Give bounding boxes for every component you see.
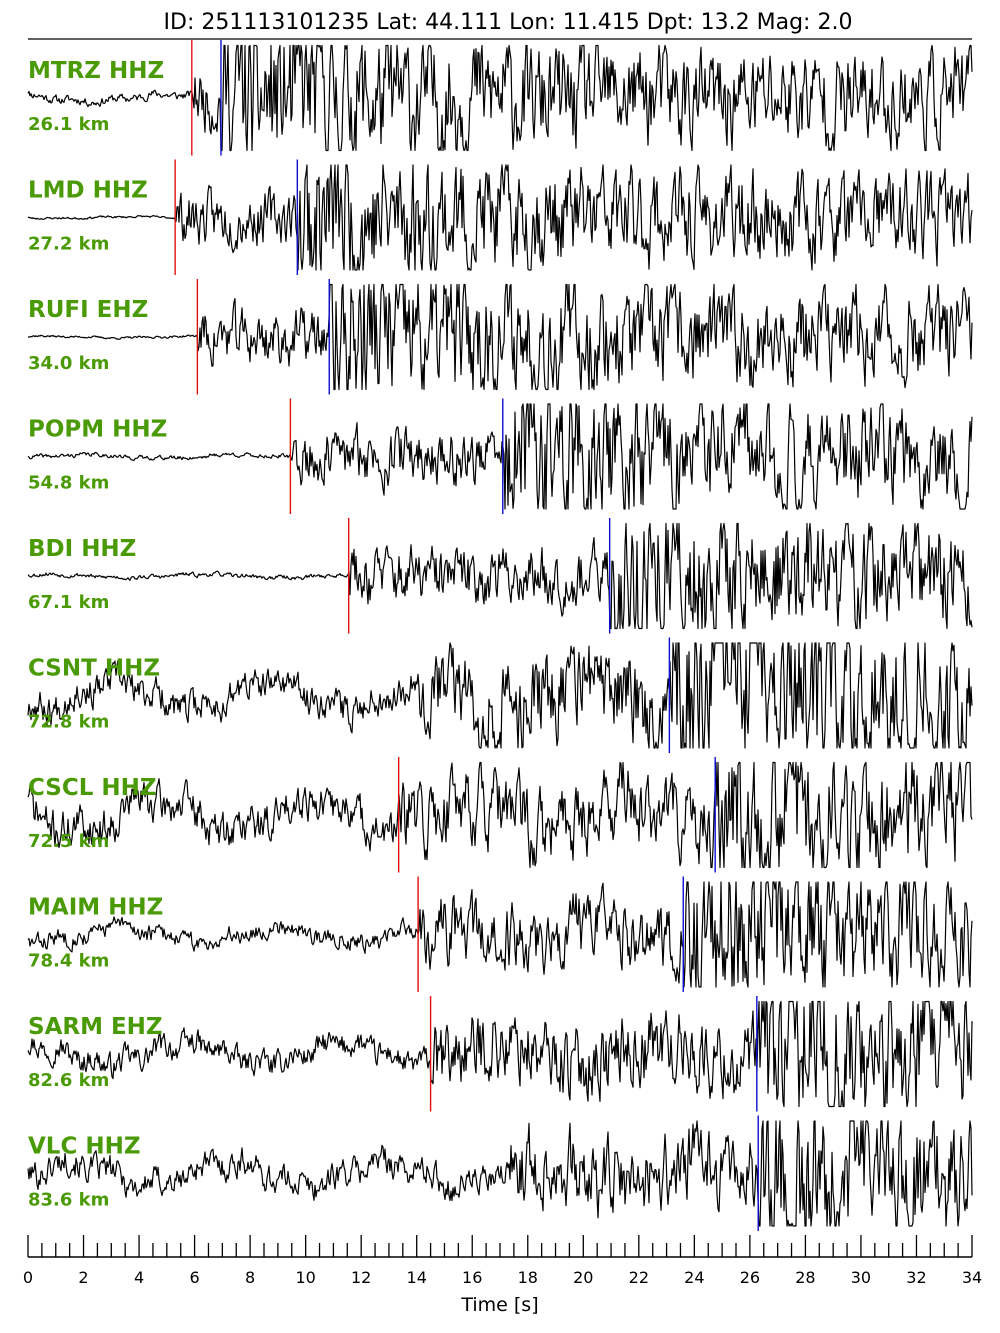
x-tick-label: 28 [795,1268,815,1287]
station-label: CSNT HHZ [28,656,160,682]
station-label: RUFI EHZ [28,297,148,323]
x-tick-label: 10 [295,1268,315,1287]
station-label: BDI HHZ [28,536,136,562]
waveform-trace [27,642,973,749]
x-axis-label: Time [s] [460,1294,538,1316]
trace-row: MAIM HHZ 78.4 km [27,876,973,992]
x-tick-label: 0 [23,1268,33,1287]
waveform-trace [27,1120,973,1227]
x-tick-label: 32 [906,1268,926,1287]
waveform-trace [27,761,973,869]
distance-label: 82.6 km [28,1070,109,1091]
x-tick-label: 20 [573,1268,593,1287]
station-label: LMD HHZ [28,178,148,204]
waveform-trace [27,44,973,152]
station-label: CSCL HHZ [28,775,157,801]
x-tick-label: 34 [962,1268,982,1287]
waveform-trace [27,881,973,988]
trace-row: CSNT HHZ 72.8 km [27,637,973,753]
station-label: MTRZ HHZ [28,58,164,84]
x-tick-label: 14 [407,1268,427,1287]
trace-row: MTRZ HHZ 26.1 km [27,40,973,156]
station-label: POPM HHZ [28,417,167,443]
station-label: VLC HHZ [28,1134,141,1160]
x-tick-label: 18 [518,1268,538,1287]
waveform-trace [27,522,973,630]
distance-label: 83.6 km [28,1190,109,1211]
trace-row: VLC HHZ 83.6 km [27,1115,973,1231]
x-tick-label: 12 [351,1268,371,1287]
trace-row: BDI HHZ 67.1 km [27,518,973,634]
station-label: SARM EHZ [28,1014,163,1040]
station-label: MAIM HHZ [28,895,163,921]
trace-row: RUFI EHZ 34.0 km [28,279,973,395]
x-tick-label: 2 [78,1268,88,1287]
x-tick-label: 6 [189,1268,199,1287]
trace-row: POPM HHZ 54.8 km [27,398,973,514]
waveform-trace [28,283,973,391]
x-tick-label: 16 [462,1268,482,1287]
x-tick-label: 30 [851,1268,871,1287]
trace-row: LMD HHZ 27.2 km [27,159,973,275]
distance-label: 72.8 km [28,712,109,733]
x-tick-label: 8 [245,1268,255,1287]
x-tick-label: 4 [134,1268,144,1287]
distance-label: 78.4 km [28,951,109,972]
distance-label: 34.0 km [28,353,109,374]
waveform-trace [27,164,973,271]
trace-row: SARM EHZ 82.6 km [27,996,973,1112]
x-axis: 0 2 4 6 8 10 12 14 16 18 20 22 24 26 28 30 32 34 [23,1235,982,1287]
distance-label: 54.8 km [28,473,109,494]
waveform-trace [27,1000,973,1108]
trace-row: CSCL HHZ 72.5 km [27,757,973,873]
distance-label: 27.2 km [28,234,109,255]
x-tick-label: 24 [684,1268,704,1287]
distance-label: 72.5 km [28,831,109,852]
x-tick-label: 26 [740,1268,760,1287]
traces-group: MTRZ HHZ 26.1 km LMD HHZ 27.2 km RUFI EHZ 34.… [27,40,973,1231]
chart-title: ID: 251113101235 Lat: 44.111 Lon: 11.415… [164,10,853,35]
distance-label: 67.1 km [28,592,109,613]
distance-label: 26.1 km [28,114,109,135]
x-tick-label: 22 [629,1268,649,1287]
waveform-trace [27,403,973,510]
